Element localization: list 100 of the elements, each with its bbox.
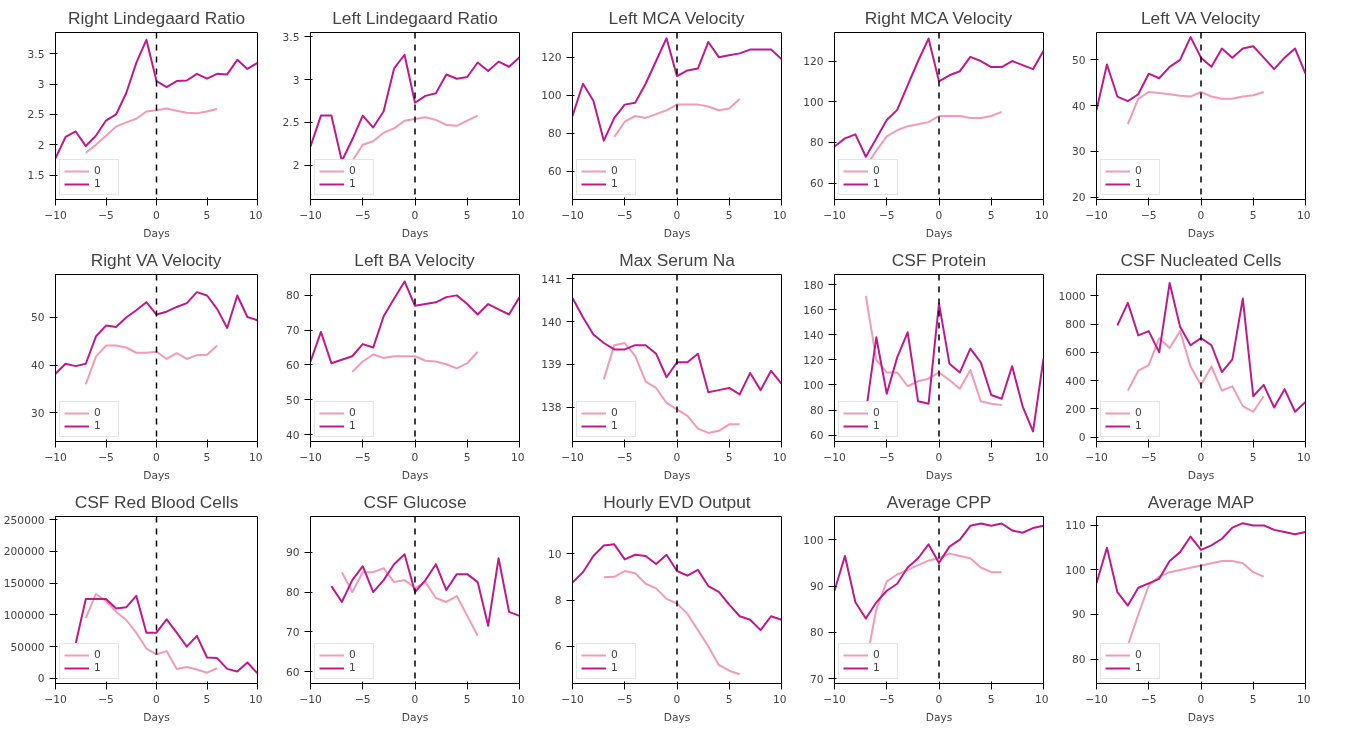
chart-title: CSF Red Blood Cells	[74, 491, 239, 512]
x-tick-label: 0	[411, 450, 419, 464]
y-tick-label: 100	[803, 533, 824, 547]
y-tick-label: 1000	[1058, 289, 1086, 303]
y-tick-label: 160	[803, 303, 824, 317]
y-tick-label: 2.5	[27, 108, 45, 122]
x-tick-label: 10	[1034, 208, 1049, 222]
x-tick-label: 5	[725, 450, 733, 464]
legend-label: 0	[1135, 648, 1143, 661]
x-tick-label: −5	[1140, 208, 1157, 222]
x-tick-label: 0	[1197, 450, 1205, 464]
y-tick-label: 80	[809, 626, 824, 640]
legend-label: 1	[94, 177, 102, 190]
y-tick-label: 80	[547, 127, 562, 141]
x-tick-label: 5	[987, 208, 995, 222]
y-tick-label: 40	[1071, 99, 1086, 113]
y-tick-label: 70	[809, 672, 824, 686]
y-tick-label: 90	[1071, 608, 1086, 622]
legend-label: 0	[94, 406, 102, 419]
x-axis-title: Days	[925, 468, 953, 482]
legend-label: 1	[611, 661, 619, 674]
y-tick-label: 50	[30, 311, 45, 325]
legend-label: 1	[349, 661, 357, 674]
legend-label: 1	[873, 419, 881, 432]
x-tick-label: −5	[878, 450, 895, 464]
legend-label: 1	[94, 661, 102, 674]
chart-title: Max Serum Na	[619, 249, 736, 270]
x-tick-label: 10	[510, 208, 525, 222]
x-tick-label: 10	[1296, 450, 1311, 464]
x-tick-label: −10	[823, 692, 846, 706]
x-tick-label: −10	[1085, 208, 1108, 222]
y-tick-label: 3.5	[282, 30, 300, 44]
y-tick-label: 600	[1065, 346, 1086, 360]
x-tick-label: 0	[1197, 208, 1205, 222]
x-tick-label: 10	[772, 450, 787, 464]
x-axis-title: Days	[663, 710, 691, 724]
y-tick-label: 150000	[3, 577, 45, 591]
x-tick-label: −10	[44, 208, 67, 222]
x-tick-label: −5	[1140, 450, 1157, 464]
x-tick-label: −10	[561, 450, 584, 464]
x-tick-label: 5	[463, 692, 471, 706]
y-tick-label: 50	[1071, 53, 1086, 67]
x-tick-label: 10	[1034, 692, 1049, 706]
legend-label: 1	[1135, 661, 1143, 674]
y-tick-label: 120	[803, 55, 824, 69]
x-axis-title: Days	[1187, 226, 1215, 240]
x-tick-label: 10	[510, 450, 525, 464]
x-tick-label: −5	[616, 450, 633, 464]
x-axis-title: Days	[143, 226, 171, 240]
legend-label: 0	[873, 648, 881, 661]
y-tick-label: 400	[1065, 374, 1086, 388]
x-tick-label: 5	[987, 692, 995, 706]
x-tick-label: 5	[987, 450, 995, 464]
y-tick-label: 70	[285, 625, 300, 639]
x-tick-label: −5	[616, 208, 633, 222]
y-tick-label: 200000	[3, 545, 45, 559]
y-tick-label: 100	[541, 89, 562, 103]
legend-label: 0	[349, 648, 357, 661]
y-tick-label: 139	[541, 358, 562, 372]
legend-label: 1	[349, 419, 357, 432]
x-tick-label: 10	[1296, 692, 1311, 706]
y-tick-label: 50000	[10, 640, 45, 654]
x-tick-label: 10	[248, 692, 263, 706]
y-tick-label: 200	[1065, 402, 1086, 416]
x-tick-label: −10	[823, 450, 846, 464]
chart-title: Right Lindegaard Ratio	[67, 7, 246, 28]
x-tick-label: 10	[772, 692, 787, 706]
x-tick-label: −10	[1085, 692, 1108, 706]
chart-title: Right VA Velocity	[90, 249, 222, 270]
y-tick-label: 0	[37, 672, 45, 686]
legend-label: 1	[611, 419, 619, 432]
y-tick-label: 100	[803, 379, 824, 392]
legend-label: 1	[94, 419, 102, 432]
legend-label: 1	[1135, 177, 1143, 190]
y-tick-label: 180	[803, 278, 824, 292]
x-tick-label: 0	[673, 692, 681, 706]
y-tick-label: 90	[285, 546, 300, 560]
x-tick-label: −10	[561, 692, 584, 706]
y-tick-label: 80	[1071, 653, 1086, 667]
y-tick-label: 3	[292, 73, 300, 87]
y-tick-label: 140	[803, 328, 824, 342]
legend-label: 0	[94, 648, 102, 661]
y-tick-label: 60	[285, 665, 300, 679]
x-tick-label: −10	[299, 208, 322, 222]
y-tick-label: 1.5	[27, 169, 45, 183]
x-tick-label: 5	[1249, 450, 1257, 464]
legend-label: 0	[1135, 164, 1143, 177]
y-tick-label: 100	[803, 95, 824, 109]
x-tick-label: −5	[354, 692, 371, 706]
x-axis-title: Days	[1187, 468, 1215, 482]
x-tick-label: 0	[935, 692, 943, 706]
x-tick-label: −5	[354, 208, 371, 222]
x-tick-label: 10	[1034, 450, 1049, 464]
legend-label: 0	[611, 406, 619, 419]
x-axis-title: Days	[1187, 710, 1215, 724]
y-tick-label: 50	[285, 393, 300, 407]
y-tick-label: 2	[292, 159, 300, 173]
y-tick-label: 2.5	[282, 116, 300, 130]
y-tick-label: 80	[285, 289, 300, 303]
y-tick-label: 800	[1065, 318, 1086, 332]
